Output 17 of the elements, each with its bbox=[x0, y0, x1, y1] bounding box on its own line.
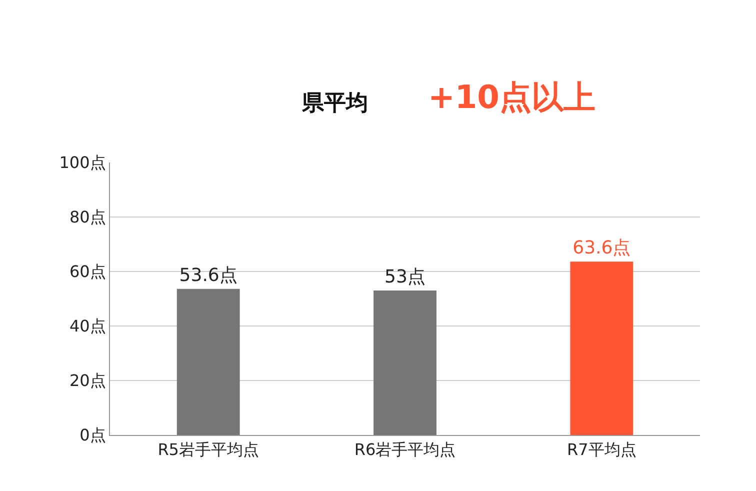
y-tick-label: 80点 bbox=[69, 208, 106, 226]
x-tick-label: R6岩手平均点 bbox=[354, 440, 456, 460]
data-label: 63.6点 bbox=[572, 238, 631, 259]
bar bbox=[176, 288, 240, 435]
bar bbox=[374, 290, 436, 435]
text: 県平均 bbox=[301, 91, 368, 116]
y-tick-label: 20点 bbox=[69, 371, 106, 390]
y-tick-label: 60点 bbox=[69, 262, 106, 282]
bar bbox=[570, 262, 634, 435]
data-label: 53.6点 bbox=[179, 264, 238, 286]
x-tick-label: R7平均点 bbox=[567, 440, 636, 460]
y-tick-label: 0点 bbox=[80, 426, 106, 445]
text: +10点以上 bbox=[428, 78, 596, 116]
data-label: 53点 bbox=[384, 266, 426, 288]
y-tick-label: 100点 bbox=[59, 152, 106, 172]
x-tick-label: R5岩手平均点 bbox=[158, 440, 259, 460]
y-tick-label: 40点 bbox=[69, 316, 106, 336]
